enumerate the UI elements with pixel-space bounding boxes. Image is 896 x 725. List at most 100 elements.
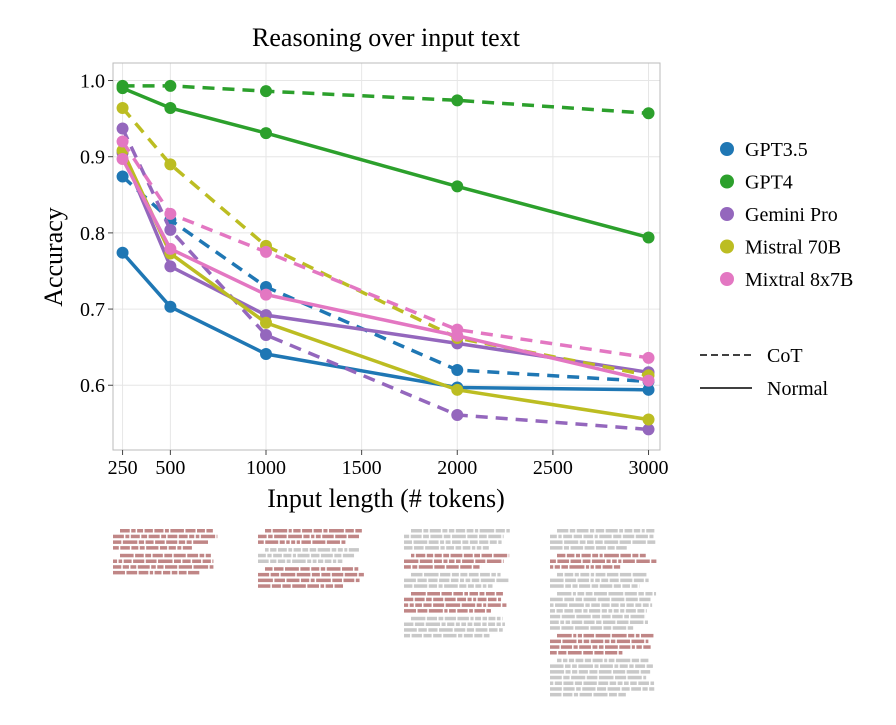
thumbnail-word: [203, 560, 211, 564]
thumbnail-word: [267, 554, 271, 558]
thumbnail-word: [579, 645, 591, 649]
thumbnail-word: [287, 579, 300, 583]
thumbnail-word: [646, 609, 647, 613]
thumbnail-word: [626, 609, 636, 613]
thumbnail-word: [472, 546, 475, 550]
thumbnail-word: [404, 623, 413, 627]
thumbnail-word: [563, 676, 569, 680]
thumbnail-word: [603, 621, 615, 625]
thumbnail-word: [619, 529, 623, 533]
thumbnail-word: [420, 560, 433, 564]
thumbnail-word: [550, 676, 562, 680]
thumbnail-word: [124, 560, 132, 564]
thumbnail-word: [411, 554, 414, 558]
thumbnail-word: [592, 554, 598, 558]
thumbnail-word: [440, 546, 444, 550]
thumbnail-word: [643, 676, 646, 680]
x-tick-label: 250: [108, 457, 138, 479]
thumbnail-word: [301, 579, 309, 583]
thumbnail-word: [130, 565, 136, 569]
thumbnail-word: [608, 546, 615, 550]
thumbnail-word: [139, 540, 144, 544]
thumbnail-word: [627, 670, 640, 674]
thumbnail-word: [575, 682, 582, 686]
data-point-gpt3-5-normal: [117, 247, 129, 259]
thumbnail-word: [185, 529, 195, 533]
thumbnail-word: [605, 651, 617, 655]
thumbnail-word: [278, 548, 287, 552]
thumbnail-word: [487, 560, 502, 564]
thumbnail-word: [258, 579, 273, 583]
thumbnail-word: [459, 584, 466, 588]
thumbnail-word: [404, 565, 411, 569]
thumbnail-word: [483, 546, 489, 550]
thumbnail-word: [345, 573, 357, 577]
thumbnail-word: [502, 617, 503, 621]
thumbnail-word: [440, 573, 450, 577]
thumbnail-word: [452, 573, 459, 577]
thumbnail-word: [557, 659, 561, 663]
thumbnail-word: [456, 623, 460, 627]
thumbnail-word: [623, 560, 635, 564]
x-tick-label: 3000: [629, 457, 669, 479]
thumbnail-word: [646, 529, 654, 533]
thumbnail-word: [427, 592, 440, 596]
thumbnail-word: [503, 560, 504, 564]
thumbnail-word: [258, 573, 269, 577]
x-tick-label: 2500: [533, 457, 573, 479]
thumbnail-word: [550, 687, 562, 691]
thumbnail-word: [183, 546, 192, 550]
thumbnail-word: [430, 529, 441, 533]
data-point-mistral-70b-normal: [260, 317, 272, 329]
thumbnail-word: [442, 529, 447, 533]
thumbnail-word: [131, 546, 138, 550]
thumbnail-word: [599, 670, 612, 674]
thumbnail-word: [155, 540, 165, 544]
thumbnail-word: [288, 548, 292, 552]
thumbnail-word: [550, 664, 563, 668]
thumbnail-word: [560, 621, 564, 625]
thumbnail-word: [323, 529, 327, 533]
thumbnail-word: [611, 640, 615, 644]
thumbnail-word: [488, 603, 501, 607]
thumbnail-word: [566, 621, 570, 625]
thumbnail-word: [596, 546, 606, 550]
thumbnail-word: [550, 546, 562, 550]
thumbnail-word: [268, 535, 273, 539]
thumbnail-word: [650, 603, 652, 607]
legend-label: Mixtral 8x7B: [745, 269, 853, 291]
thumbnail-word: [583, 609, 587, 613]
thumbnail-word: [595, 540, 603, 544]
thumbnail-word: [550, 645, 559, 649]
series-line-gpt3-5-cot: [123, 177, 649, 382]
thumbnail-word: [550, 540, 563, 544]
thumbnail-word: [550, 693, 561, 697]
thumbnail-word: [573, 634, 576, 638]
thumbnail-word: [292, 584, 306, 588]
thumbnail-word: [283, 554, 291, 558]
thumbnail-word: [320, 584, 324, 588]
thumbnail-word: [641, 670, 650, 674]
thumbnail-word: [475, 529, 478, 533]
thumbnail-word: [620, 573, 631, 577]
thumbnail-word: [611, 603, 619, 607]
thumbnail-word: [303, 535, 309, 539]
thumbnail-word: [634, 579, 644, 583]
thumbnail-word: [472, 579, 480, 583]
thumbnail-word: [591, 603, 600, 607]
thumbnail-word: [628, 676, 642, 680]
thumbnail-word: [310, 548, 317, 552]
thumbnail-word: [146, 560, 157, 564]
thumbnail-word: [636, 535, 648, 539]
thumbnail-word: [571, 546, 584, 550]
thumbnail-word: [557, 560, 569, 564]
thumbnail-word: [174, 560, 181, 564]
thumbnail-word: [591, 640, 604, 644]
thumbnail-word: [565, 584, 571, 588]
thumbnail-word: [565, 579, 576, 583]
thumbnail-word: [354, 567, 358, 571]
thumbnail-word: [416, 554, 425, 558]
thumbnail-word: [439, 584, 443, 588]
thumbnail-word: [608, 592, 623, 596]
